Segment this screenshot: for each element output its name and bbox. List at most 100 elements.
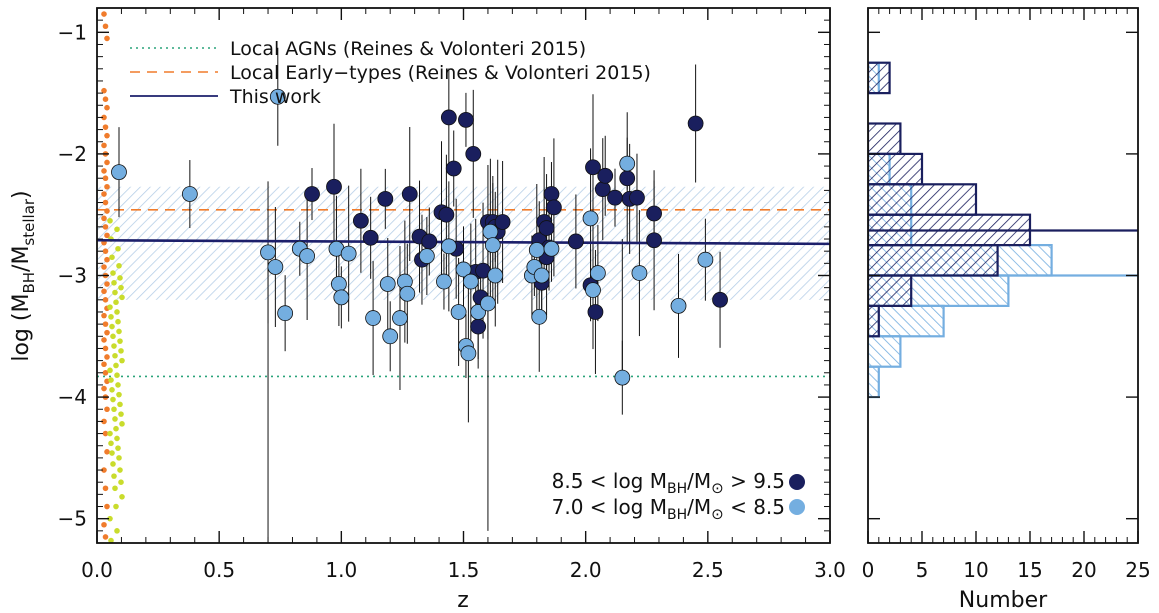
data-point-low-mass [365, 310, 381, 326]
local-agn-point [112, 485, 118, 492]
local-early-type-point [104, 232, 110, 239]
data-point-low-mass [382, 328, 399, 345]
local-agn-point [118, 284, 124, 291]
data-point-low-mass [181, 186, 198, 202]
local-early-type-point [104, 256, 110, 263]
local-early-type-point [101, 264, 107, 270]
local-agn-point [115, 382, 121, 388]
x-tick-label: 1.5 [448, 558, 480, 582]
local-agn-point [118, 479, 124, 486]
data-point-low-mass [631, 265, 648, 281]
local-agn-point [110, 396, 116, 403]
data-point-low-mass [269, 88, 286, 105]
x-tick-label: 2.5 [692, 558, 724, 582]
local-early-type-point [101, 418, 107, 425]
data-point-high-mass [587, 304, 604, 320]
local-early-type-point [101, 521, 107, 528]
data-point-high-mass [646, 232, 662, 249]
histogram-bar-high-mass [868, 152, 924, 186]
local-early-type-point [104, 329, 110, 336]
x-tick-label: 1.0 [325, 558, 357, 582]
histogram-x-axis-title: Number [959, 588, 1048, 613]
local-early-type-point [101, 215, 107, 222]
data-point-low-mass [614, 369, 631, 386]
local-agn-point [116, 328, 122, 335]
local-agn-point [118, 411, 124, 417]
data-point-low-mass [436, 273, 452, 290]
local-early-type-point [104, 281, 110, 287]
data-point-low-mass [697, 251, 714, 268]
local-early-type-point [104, 159, 110, 166]
histogram-bar-low-mass [868, 335, 902, 368]
histogram-x-tick-label: 5 [916, 558, 929, 582]
local-agn-point [117, 338, 123, 344]
data-point-high-mass [458, 111, 474, 128]
local-agn-point [111, 279, 117, 286]
key-marker-low-mass [789, 499, 805, 515]
local-early-type-point [101, 361, 107, 368]
local-agn-point [109, 386, 115, 393]
data-point-low-mass [111, 164, 127, 181]
local-agn-point [109, 254, 115, 261]
y-tick-label: −3 [58, 264, 87, 288]
legend-label-local-early-types: Local Early−types (Reines & Volonteri 20… [230, 62, 651, 84]
local-early-type-point [101, 467, 107, 473]
local-agn-point [118, 348, 124, 354]
local-agn-point [114, 226, 120, 233]
data-point-low-mass [585, 282, 601, 298]
local-agn-point [113, 425, 119, 432]
histogram-x-tick-label: 20 [1071, 558, 1096, 582]
data-point-high-mass [646, 205, 662, 222]
data-point-high-mass [538, 220, 555, 236]
data-point-low-mass [440, 238, 457, 255]
data-point-high-mass [377, 190, 394, 207]
local-agn-point [108, 440, 114, 447]
local-early-type-point [102, 345, 109, 352]
local-agn-point [119, 493, 125, 500]
mass-key: 8.5 < log MBH/M⊙ > 9.5 7.0 < log MBH/M⊙ … [552, 469, 805, 523]
local-points [101, 11, 125, 543]
y-tick-label: −1 [58, 20, 87, 44]
local-early-type-point [101, 288, 107, 295]
local-early-type-point [104, 183, 110, 190]
local-agn-point [113, 503, 119, 510]
local-agn-point [112, 289, 118, 296]
data-point-low-mass [670, 297, 687, 314]
data-point-high-mass [629, 189, 645, 206]
data-point-low-mass [392, 310, 408, 326]
histogram-bar-high-mass [868, 61, 891, 95]
local-early-type-point [102, 23, 109, 30]
local-early-type-point [102, 175, 109, 182]
local-agn-point [110, 461, 116, 467]
data-point-low-mass [462, 273, 479, 290]
local-early-type-point [102, 297, 109, 303]
local-agn-point [117, 467, 123, 473]
data-point-high-mass [470, 318, 487, 335]
local-early-type-point [101, 114, 107, 121]
histogram-bar-high-mass [868, 274, 913, 307]
local-agn-point [113, 299, 119, 306]
local-agn-point [107, 367, 113, 374]
local-agn-point [110, 270, 116, 276]
main-plot-area [97, 11, 830, 543]
data-point-high-mass [619, 170, 636, 187]
local-agn-point [107, 304, 113, 310]
histogram-x-tick-label: 25 [1125, 558, 1150, 582]
local-early-type-point [102, 321, 109, 327]
local-agn-point [107, 217, 113, 224]
local-early-type-point [104, 104, 110, 111]
histogram-axes: 0 5 10 15 20 25 [862, 8, 1151, 582]
local-early-type-point [104, 208, 110, 214]
local-early-type-point [101, 385, 107, 392]
histogram-bar-low-mass [868, 304, 945, 338]
histogram-panel: 0 5 10 15 20 25 Number [862, 7, 1151, 613]
local-early-type-point [102, 224, 109, 230]
data-point-high-mass [401, 186, 418, 202]
histogram-bar-high-mass [868, 304, 880, 338]
local-early-type-point [101, 87, 107, 94]
data-point-low-mass [333, 289, 350, 306]
histogram-bar-high-mass [868, 183, 978, 216]
data-point-low-mass [455, 261, 472, 278]
data-point-high-mass [465, 146, 482, 162]
data-point-low-mass [484, 237, 501, 254]
